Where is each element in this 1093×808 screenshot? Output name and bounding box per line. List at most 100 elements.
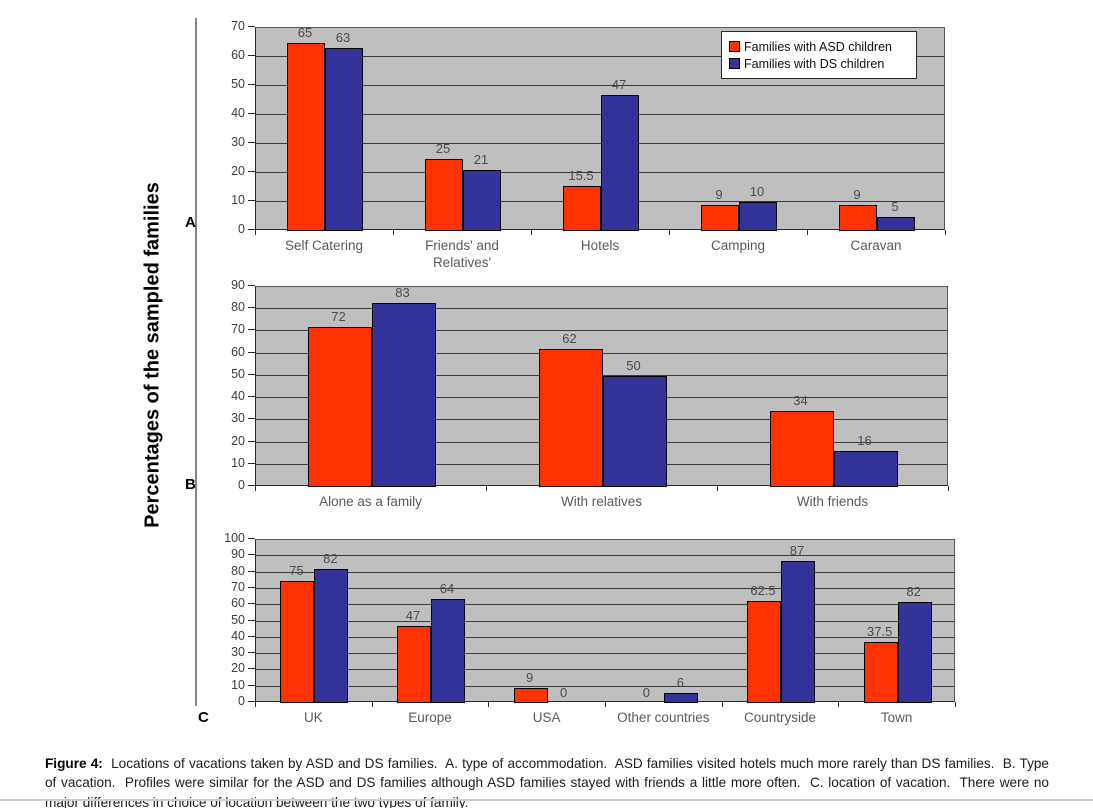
category-label-line: Camping — [710, 238, 766, 253]
bar-A-ds-2 — [601, 94, 639, 231]
ytick-label-B-70: 70 — [231, 322, 245, 337]
value-label-C-asd-1: 47 — [405, 608, 421, 624]
xtick-mark-C-5 — [838, 702, 840, 707]
bar-C-ds-1 — [431, 598, 465, 703]
legend-label: Families with DS children — [744, 56, 885, 71]
ytick-mark-B-10 — [248, 462, 255, 464]
bar-A-ds-3 — [739, 202, 777, 231]
ytick-mark-C-70 — [248, 586, 255, 588]
value-label-A-ds-3: 10 — [749, 184, 765, 199]
y-axis-title: Percentages of the sampled families — [141, 182, 164, 528]
ytick-label-B-0: 0 — [238, 478, 245, 492]
ytick-label-B-20: 20 — [231, 433, 245, 448]
category-label-C-5: Town — [838, 709, 955, 726]
ytick-label-C-50: 50 — [231, 612, 245, 627]
xtick-mark-A-3 — [669, 230, 670, 235]
category-label-C-3: Other countries — [605, 709, 722, 726]
xtick-mark-A-5 — [945, 230, 946, 235]
gridline-A-40 — [256, 114, 944, 115]
xtick-mark-B-3 — [948, 486, 949, 491]
ytick-mark-B-30 — [248, 418, 255, 420]
ytick-label-C-90: 90 — [231, 547, 245, 562]
bar-C-ds-0 — [314, 569, 349, 703]
ytick-label-B-90: 90 — [231, 278, 245, 292]
xtick-mark-C-3 — [605, 702, 606, 707]
value-label-A-asd-4: 9 — [853, 186, 861, 202]
bar-B-ds-2 — [833, 451, 898, 487]
legend-entry-asd: Families with ASD children — [729, 40, 916, 54]
category-label-C-1: Europe — [372, 709, 489, 726]
value-label-B-asd-1: 62 — [562, 331, 577, 347]
gridline-A-30 — [256, 143, 944, 144]
xtick-mark-B-2 — [717, 486, 718, 491]
bar-B-asd-0 — [307, 327, 372, 487]
ytick-label-C-80: 80 — [231, 563, 245, 578]
panel-letter-A: A — [185, 214, 196, 231]
xtick-mark-B-1 — [486, 486, 487, 491]
ytick-label-A-70: 70 — [231, 19, 245, 33]
value-label-C-ds-2: 0 — [560, 685, 568, 700]
value-label-C-ds-5: 82 — [906, 583, 921, 599]
ytick-mark-A-30 — [248, 142, 255, 143]
page-divider — [0, 799, 1093, 801]
category-label-A-0: Self Catering — [255, 237, 393, 254]
ytick-mark-B-70 — [248, 329, 255, 331]
gridline-C-40 — [256, 636, 954, 638]
ytick-mark-A-60 — [248, 55, 255, 56]
xtick-mark-B-0 — [255, 486, 256, 491]
ytick-label-C-100: 100 — [224, 531, 245, 545]
value-label-B-asd-0: 72 — [331, 309, 346, 324]
gridline-C-80 — [256, 571, 954, 573]
figure-caption-text: Locations of vacations taken by ASD and … — [45, 755, 1053, 808]
ytick-label-B-10: 10 — [231, 455, 245, 470]
ytick-label-A-0: 0 — [238, 222, 245, 236]
category-label-line: Self Catering — [284, 238, 364, 253]
bar-C-ds-3 — [664, 693, 699, 703]
value-label-B-ds-1: 50 — [626, 357, 641, 373]
gridline-C-90 — [256, 555, 954, 557]
category-label-line: Countryside — [743, 710, 816, 725]
bar-C-asd-0 — [280, 580, 315, 703]
ytick-mark-C-0 — [248, 701, 255, 702]
ytick-mark-A-50 — [248, 84, 255, 85]
bar-C-ds-4 — [781, 561, 815, 703]
value-label-C-ds-4: 87 — [789, 543, 805, 559]
value-label-C-asd-2: 9 — [526, 670, 534, 686]
ytick-mark-B-50 — [248, 373, 255, 375]
ytick-mark-B-20 — [248, 440, 255, 442]
category-label-line: Town — [880, 710, 913, 725]
value-label-A-ds-0: 63 — [335, 30, 351, 46]
ytick-label-C-30: 30 — [231, 645, 245, 660]
xtick-mark-C-4 — [721, 702, 723, 707]
category-label-line: Relatives' — [432, 255, 492, 270]
value-label-B-asd-2: 34 — [793, 393, 808, 409]
category-label-line: Alone as a family — [319, 494, 422, 509]
category-label-A-2: Hotels — [531, 237, 669, 254]
gridline-B-80 — [256, 308, 947, 310]
category-label-B-0: Alone as a family — [255, 493, 486, 510]
bar-A-ds-1 — [463, 170, 501, 231]
ytick-label-C-70: 70 — [231, 579, 245, 594]
category-label-A-1: Friends' and Relatives' — [393, 237, 531, 271]
xtick-mark-C-6 — [955, 702, 956, 707]
chart-legend: Families with ASD children Families with … — [721, 31, 917, 79]
value-label-B-ds-2: 16 — [857, 433, 872, 449]
category-label-C-4: Countryside — [722, 709, 839, 726]
legend-entry-ds: Families with DS children — [729, 57, 916, 71]
ytick-label-B-50: 50 — [231, 366, 245, 381]
bar-C-asd-5 — [863, 641, 898, 703]
bar-C-asd-2 — [513, 688, 548, 703]
xtick-mark-C-2 — [488, 702, 490, 707]
value-label-C-asd-0: 75 — [289, 562, 304, 578]
value-label-B-ds-0: 83 — [395, 284, 410, 300]
ytick-mark-A-0 — [248, 229, 255, 230]
category-label-line: Friends' and — [425, 238, 499, 253]
ytick-mark-A-70 — [248, 26, 255, 27]
value-label-C-ds-1: 64 — [439, 580, 455, 596]
plot-area-B — [255, 286, 948, 487]
xtick-mark-C-0 — [255, 702, 256, 707]
gridline-A-60 — [256, 56, 944, 57]
bar-C-asd-1 — [397, 626, 431, 703]
value-label-C-asd-5: 37.5 — [867, 623, 893, 639]
